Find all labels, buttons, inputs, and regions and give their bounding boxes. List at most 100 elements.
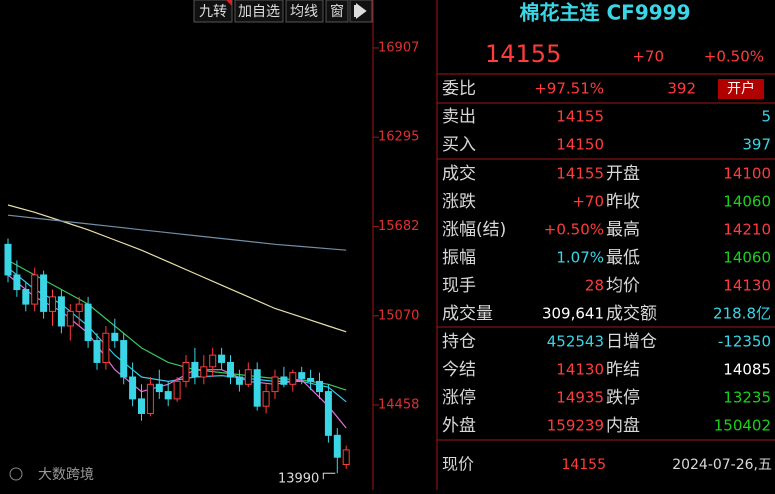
row-label: 最高	[606, 220, 640, 240]
candle-body	[4, 243, 12, 276]
row-value: 14085	[723, 361, 771, 379]
candle-body	[342, 449, 350, 465]
candle-body	[22, 289, 30, 305]
candle-body	[200, 366, 208, 378]
candle-body	[57, 296, 65, 327]
row-label: 成交额	[606, 304, 657, 324]
badge	[226, 0, 232, 6]
button[interactable]	[285, 0, 324, 23]
toolbar-label[interactable]: 均线	[290, 4, 318, 20]
axis-label: 15070	[378, 308, 419, 323]
row-value: 28	[585, 277, 604, 295]
button[interactable]	[234, 0, 284, 23]
candle-body	[66, 310, 74, 327]
row-label: 外盘	[442, 416, 476, 436]
candle-body	[164, 391, 172, 400]
moving-average	[7, 214, 347, 251]
row-value: 14130	[723, 277, 771, 295]
row-value: 218.8亿	[713, 305, 771, 323]
row-value: 14155	[556, 165, 604, 183]
candle-body	[111, 332, 119, 342]
candle-body	[227, 361, 234, 378]
row-label: 现价	[442, 455, 474, 474]
row-label: 成交量	[442, 304, 493, 324]
row-label: 最低	[606, 248, 640, 268]
row-label: 内盘	[606, 416, 640, 436]
button[interactable]	[193, 0, 233, 23]
open-account-button[interactable]	[718, 79, 764, 99]
candle-body	[209, 354, 217, 368]
row-value: 14210	[723, 221, 771, 239]
candle-body	[120, 340, 128, 378]
row-value: 14935	[556, 389, 604, 407]
row-value: 150402	[714, 417, 771, 435]
book-price: 14150	[556, 136, 604, 154]
low-marker	[322, 472, 336, 480]
axis-label: 16907	[378, 40, 419, 55]
candle-body	[218, 354, 226, 363]
row-label: 昨结	[606, 360, 640, 380]
row-value: +0.50%	[544, 221, 604, 239]
candle-body	[244, 369, 252, 385]
candle-body	[129, 376, 137, 400]
instrument-name: 棉花主连 CF9999	[520, 1, 691, 25]
candle-body	[75, 303, 83, 312]
toolbar: 九转 加自选 均线 窗	[193, 0, 373, 23]
row-value: 13235	[723, 389, 771, 407]
row-value: 159239	[547, 417, 604, 435]
row-label: 振幅	[442, 248, 476, 268]
row-label: 日增仓	[606, 332, 657, 352]
row-value: 452543	[547, 333, 604, 351]
candle-body	[182, 361, 190, 382]
axis-label: 14458	[378, 398, 419, 413]
axis-label: 16295	[378, 130, 419, 145]
candle-body	[307, 377, 315, 382]
row-label: 今结	[442, 360, 476, 380]
candle-body	[93, 340, 101, 363]
candle-body	[262, 391, 270, 407]
button-label[interactable]: 开户	[727, 80, 755, 97]
candle-body	[298, 372, 306, 379]
watermark: 大数跨境	[38, 467, 94, 483]
candle-body	[84, 303, 92, 342]
candle-body	[191, 361, 199, 378]
candle-body	[49, 296, 56, 312]
row-label: 开盘	[606, 164, 640, 184]
row-label: 跌停	[606, 388, 640, 408]
candle-body	[316, 380, 323, 393]
row-value: -12350	[718, 333, 771, 351]
moving-average	[7, 267, 347, 403]
row-value: 14130	[556, 361, 604, 379]
row-label: 昨收	[606, 192, 640, 212]
candle-body	[102, 332, 110, 363]
row-label: 现手	[442, 276, 476, 296]
moving-average	[7, 274, 347, 429]
row-value: +70	[572, 193, 604, 211]
row-label: 成交	[442, 164, 476, 184]
book-volume: 397	[742, 136, 771, 154]
candle-body	[253, 369, 261, 407]
row-label: 涨幅(结)	[442, 220, 506, 240]
row-value: 309,641	[542, 305, 604, 323]
row-value: 1.07%	[556, 249, 604, 267]
row-label: 涨停	[442, 388, 476, 408]
toolbar-label[interactable]: 加自选	[238, 4, 280, 20]
row-value: 14060	[723, 193, 771, 211]
row-label: 持仓	[442, 332, 476, 352]
change: +70	[632, 48, 664, 66]
row-label: 买入	[442, 135, 476, 155]
arrow-icon	[354, 3, 367, 19]
change-pct: +0.50%	[704, 48, 764, 66]
row-label: 均价	[606, 276, 640, 296]
row-label: 卖出	[442, 107, 476, 127]
logo	[9, 467, 23, 481]
toolbar-label[interactable]: 九转	[199, 4, 227, 20]
book-volume: 5	[761, 108, 771, 126]
candle-body	[333, 434, 341, 458]
button[interactable]	[325, 0, 349, 23]
row-value: 14100	[723, 165, 771, 183]
candle-body	[146, 383, 154, 414]
toolbar-label[interactable]: 窗	[330, 3, 344, 20]
